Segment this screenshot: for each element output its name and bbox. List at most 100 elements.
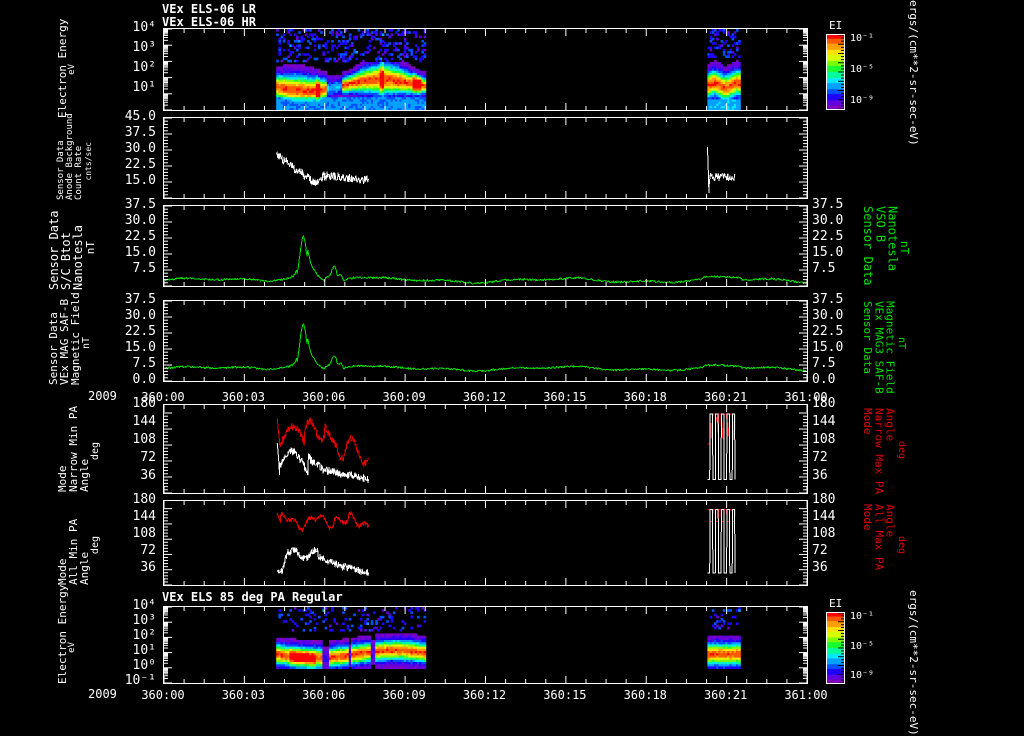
ylabel-r3-line2: Nanotesla	[885, 206, 900, 272]
ytick-r5-3: 72	[812, 450, 828, 465]
xtick-label: 360:21	[703, 390, 748, 404]
yticks-panel-7: 10⁴ 10³ 10² 10¹ 10⁰ 10⁻¹	[106, 599, 160, 691]
ytick-7-1: 10³	[132, 613, 156, 628]
spectrogram-canvas-7	[164, 607, 807, 683]
ytick-6-0: 180	[132, 492, 156, 507]
ytick-3-1: 30.0	[124, 213, 156, 228]
yticks-right-panel-6: 180 144 108 72 36	[812, 493, 866, 586]
ytick-r6-4: 36	[812, 560, 828, 575]
ytick-r5-2: 108	[812, 432, 836, 447]
ytick-4-5: 0.0	[132, 372, 156, 387]
xtick-label: 360:09	[382, 688, 426, 702]
yticks-panel-6: 180 144 108 72 36	[106, 493, 160, 586]
colorbar-1-tick-0: 10⁻¹	[850, 33, 875, 44]
line-canvas-4	[164, 323, 806, 373]
ytick-6-3: 72	[140, 543, 156, 558]
ytick-4-0: 37.5	[124, 292, 156, 307]
colorbar-2-unit-label: ergs/(cm**2-sr-sec-eV)	[907, 590, 921, 736]
panel-sc-btot[interactable]	[163, 205, 808, 287]
yticks-right-panel-3: 37.5 30.0 22.5 15.0 7.5	[812, 198, 866, 287]
ytick-3-3: 15.0	[124, 245, 156, 260]
xtick-label: 360:09	[382, 390, 426, 404]
ylabel-r5-line1: Narrow Max PA	[872, 408, 886, 495]
ylabel-r3-line1: VSO B	[873, 206, 888, 243]
ylabel-r5-line3: deg	[895, 440, 907, 460]
xtick-label: 360:12	[462, 390, 507, 404]
ytick-7-3: 10¹	[132, 643, 156, 658]
ytick-1-1: 10³	[132, 40, 156, 55]
yticks-panel-1: 10⁴ 10³ 10² 10¹	[106, 21, 160, 111]
ytick-4-2: 22.5	[124, 324, 156, 339]
ytick-6-4: 36	[140, 560, 156, 575]
yticks-right-panel-5: 180 144 108 72 36	[812, 397, 866, 494]
colorbar-1: EI 10⁻¹ 10⁻⁵ 10⁻⁹	[826, 19, 916, 114]
line-canvas-6	[276, 509, 736, 576]
ytick-1-3: 10¹	[132, 80, 156, 95]
ytick-r4-2: 22.5	[812, 324, 844, 339]
ytick-2-2: 30.0	[124, 141, 156, 156]
title-els06-hr: VEx ELS-06 HR	[162, 15, 256, 29]
ylabel-right-panel-3: Sensor Data VSO B Nanotesla nT	[861, 206, 911, 290]
ytick-2-3: 22.5	[124, 157, 156, 172]
ytick-r6-3: 72	[812, 543, 828, 558]
panel-narrow-pa[interactable]	[163, 404, 808, 494]
colorbar-1-gradient	[826, 34, 845, 110]
colorbar-2-gradient	[826, 612, 845, 684]
spectrogram-canvas-1	[164, 29, 807, 110]
ytick-7-2: 10²	[132, 628, 156, 643]
colorbar-1-tick-2: 10⁻⁹	[850, 95, 875, 106]
panel-els-85deg-spectrogram[interactable]	[163, 606, 808, 684]
ytick-7-5: 10⁻¹	[124, 673, 156, 688]
ylabel-right-panel-4: Sensor Data VEx MAG3 SAF-B Magnetic Fiel…	[861, 301, 907, 394]
panel-vex-mag-saf-b[interactable]	[163, 300, 808, 382]
yticks-panel-5: 180 144 108 72 36	[106, 397, 160, 494]
ytick-1-0: 10⁴	[132, 20, 156, 35]
xtick-label: 360:15	[543, 390, 587, 404]
ytick-r5-4: 36	[812, 468, 828, 483]
ytick-r3-4: 7.5	[812, 261, 836, 276]
colorbar-2-tick-2: 10⁻⁹	[850, 670, 875, 681]
xtick-label: 361:00	[784, 688, 828, 702]
ytick-5-0: 180	[132, 396, 156, 411]
colorbar-1-title: EI	[829, 19, 843, 32]
ytick-r4-0: 37.5	[812, 292, 844, 307]
figure-root: VEx ELS-06 LR VEx ELS-06 HR 10⁴ 10³ 10² …	[47, 0, 921, 736]
ylabel-r3-line0: Sensor Data	[861, 206, 876, 286]
yticks-panel-3: 37.5 30.0 22.5 15.0 7.5	[106, 198, 160, 287]
xtick-label: 361:00	[784, 390, 828, 404]
year-label-top: 2009	[88, 389, 117, 403]
ylabel-r5-line2: Angle	[883, 408, 897, 442]
ytick-6-2: 108	[132, 526, 156, 541]
ytick-3-4: 7.5	[132, 261, 156, 276]
ytick-r5-0: 180	[812, 396, 836, 411]
ytick-4-1: 30.0	[124, 308, 156, 323]
ylabel-r6-line1: All Max PA	[872, 504, 886, 571]
ytick-5-3: 72	[140, 450, 156, 465]
ytick-5-1: 144	[132, 414, 156, 429]
title-els-85deg: VEx ELS 85 deg PA Regular	[162, 590, 343, 604]
xtick-label: 360:06	[302, 688, 346, 702]
ylabel-r4-line2: Magnetic Field	[883, 301, 897, 394]
colorbar-1-tick-1: 10⁻⁵	[850, 64, 875, 75]
ytick-r6-1: 144	[812, 509, 836, 524]
ytick-r6-0: 180	[812, 492, 836, 507]
ytick-2-4: 15.0	[124, 173, 156, 188]
line-canvas-5	[276, 413, 736, 484]
yticks-right-panel-4: 37.5 30.0 22.5 15.0 7.5 0.0	[812, 293, 866, 390]
ytick-3-0: 37.5	[124, 197, 156, 212]
ytick-4-4: 7.5	[132, 356, 156, 371]
ylabel-r6-line2: Angle	[883, 504, 897, 538]
ytick-7-0: 10⁴	[132, 598, 156, 613]
panel-els06-spectrogram[interactable]	[163, 28, 808, 111]
ytick-r6-2: 108	[812, 526, 836, 541]
colorbar-2-title: EI	[829, 597, 843, 610]
ytick-2-1: 37.5	[124, 125, 156, 140]
ytick-r3-1: 30.0	[812, 213, 844, 228]
year-label-bottom: 2009	[88, 687, 117, 701]
ytick-6-1: 144	[132, 509, 156, 524]
xtick-label: 360:00	[141, 688, 185, 702]
panel-all-pa[interactable]	[163, 500, 808, 586]
panel-anode-background[interactable]	[163, 117, 808, 199]
line-canvas-2	[276, 146, 736, 193]
xtick-label: 360:03	[221, 390, 266, 404]
